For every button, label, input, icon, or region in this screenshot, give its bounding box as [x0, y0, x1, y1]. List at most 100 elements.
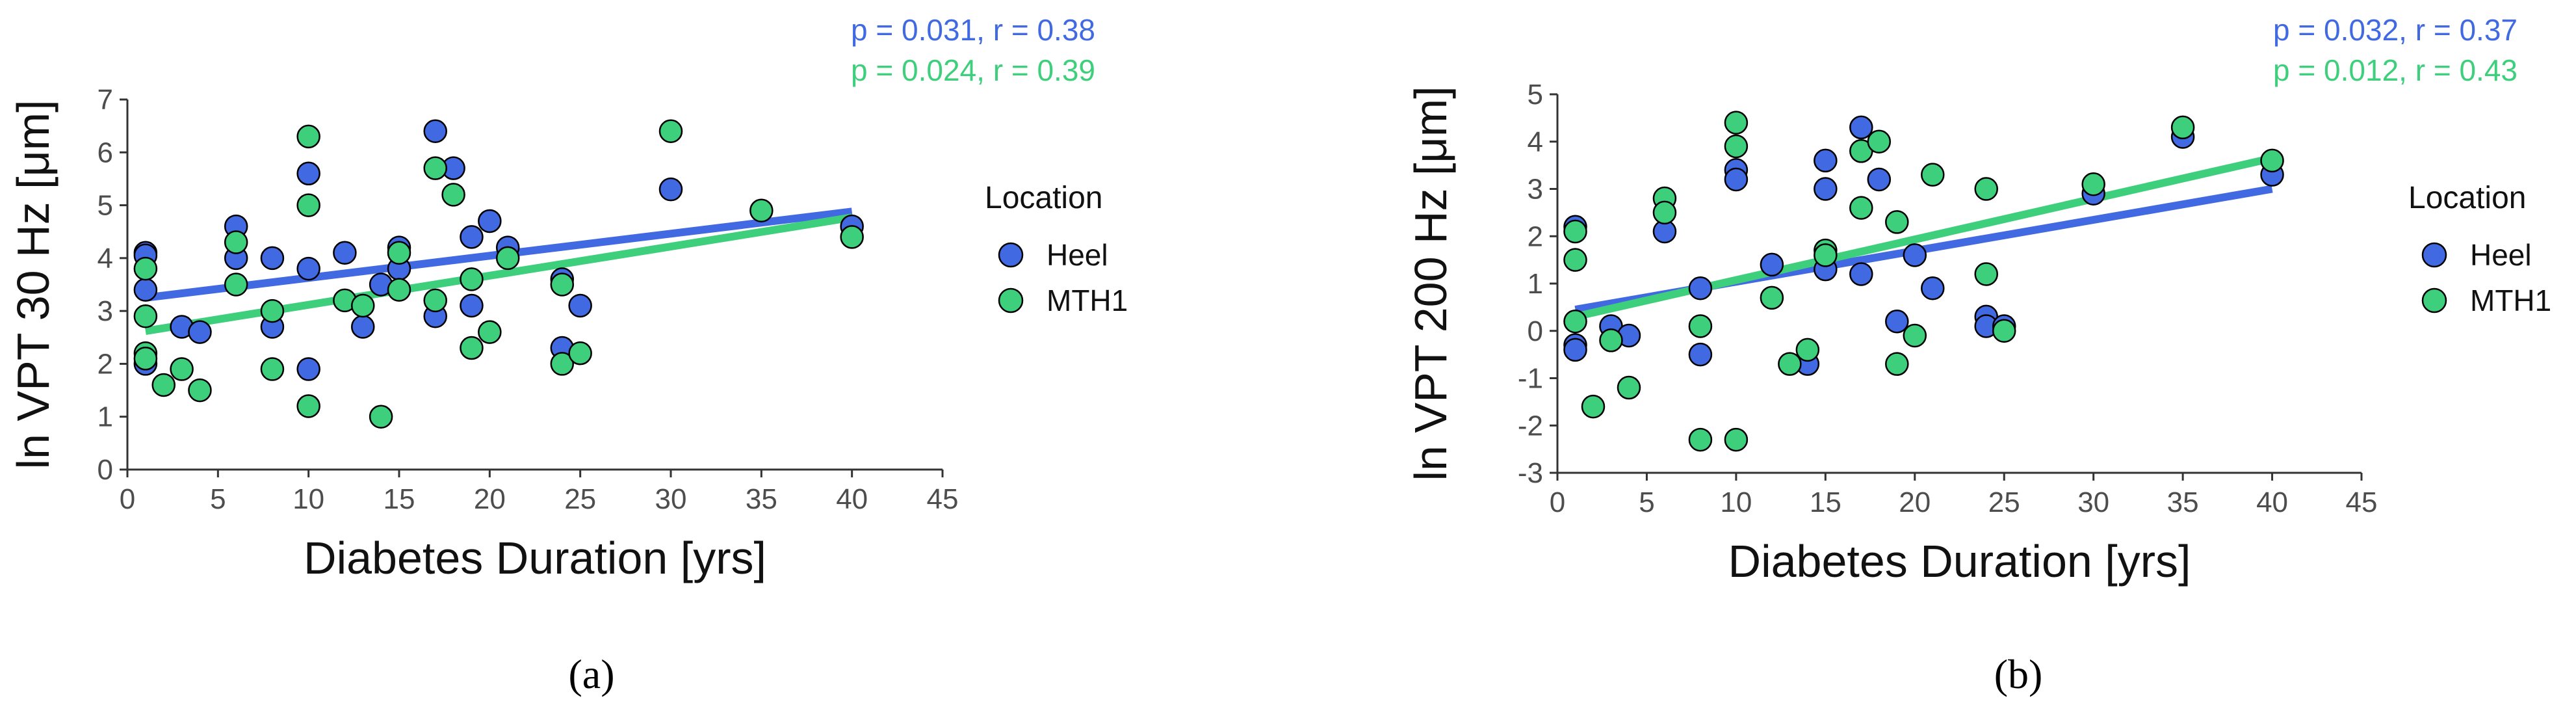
x-tick-label: 20 — [1899, 486, 1931, 518]
data-point-mth1 — [1617, 375, 1641, 400]
chart-panel-a: 0 5 10 15 20 25 30 35 40 45 0 1 2 3 4 5 6 7 Diabetes Durat… — [0, 0, 1287, 718]
stats-annotation-heel: p = 0.032, r = 0.37 — [2273, 13, 2517, 47]
data-point-heel — [296, 357, 320, 381]
data-point-mth1 — [133, 256, 158, 281]
y-tick-label: 2 — [1528, 220, 1543, 252]
data-point-heel — [188, 320, 212, 344]
y-axis-title: ln VPT 30 Hz [μm] — [8, 100, 59, 469]
y-tick-label: -3 — [1518, 457, 1543, 489]
data-point-mth1 — [441, 183, 465, 207]
x-tick-label: 5 — [1639, 486, 1654, 518]
data-point-mth1 — [568, 341, 592, 366]
data-point-mth1 — [1652, 200, 1677, 225]
data-point-mth1 — [224, 273, 248, 297]
data-point-heel — [1814, 148, 1838, 173]
y-tick-label: 4 — [1528, 126, 1543, 158]
data-point-mth1 — [478, 320, 502, 344]
data-point-heel — [1849, 262, 1873, 286]
data-point-heel — [1885, 309, 1909, 334]
x-tick-label: 0 — [120, 483, 135, 515]
panel-label: (b) — [1994, 651, 2043, 697]
data-point-heel — [1688, 276, 1713, 300]
data-point-mth1 — [2260, 148, 2284, 173]
y-axis-title: ln VPT 200 Hz [μm] — [1405, 86, 1456, 481]
data-point-mth1 — [1688, 427, 1713, 452]
x-tick-label: 10 — [1720, 486, 1752, 518]
data-point-mth1 — [658, 119, 683, 144]
y-tick-label: 5 — [98, 190, 113, 222]
data-point-mth1 — [550, 273, 575, 297]
x-tick-label: 25 — [564, 483, 596, 515]
data-point-heel — [1563, 338, 1587, 362]
legend-marker-heel — [2421, 242, 2447, 268]
data-point-mth1 — [1974, 262, 1998, 286]
legend-marker-heel — [998, 242, 1024, 268]
x-axis-title: Diabetes Duration [yrs] — [1728, 536, 2191, 587]
data-point-heel — [1921, 276, 1945, 300]
data-point-heel — [1724, 167, 1749, 192]
x-tick-label: 40 — [2256, 486, 2288, 518]
y-tick-label: 2 — [98, 348, 113, 380]
data-point-heel — [1688, 342, 1713, 367]
legend-label-mth1: MTH1 — [1047, 284, 1128, 317]
y-tick-label: 6 — [98, 137, 113, 168]
data-point-mth1 — [460, 267, 484, 291]
data-point-mth1 — [1849, 196, 1873, 220]
y-tick-label: 3 — [1528, 174, 1543, 206]
data-point-mth1 — [1992, 319, 2016, 343]
stats-annotation-heel: p = 0.031, r = 0.38 — [851, 13, 1095, 47]
x-axis-title: Diabetes Duration [yrs] — [304, 533, 766, 583]
data-point-mth1 — [1599, 328, 1623, 352]
data-point-mth1 — [1724, 427, 1749, 452]
legend-label-heel: Heel — [2470, 238, 2532, 272]
stats-annotation-mth1: p = 0.012, r = 0.43 — [2273, 53, 2517, 87]
data-point-heel — [1867, 167, 1892, 192]
stats-annotation-mth1: p = 0.024, r = 0.39 — [851, 53, 1095, 87]
x-tick-label: 25 — [1988, 486, 2020, 518]
data-point-mth1 — [260, 299, 285, 323]
legend-title: Location — [2408, 181, 2526, 215]
data-point-mth1 — [1974, 177, 1998, 201]
legend-title: Location — [985, 181, 1102, 215]
panel-label: (a) — [568, 651, 614, 697]
x-tick-label: 10 — [293, 483, 324, 515]
data-point-mth1 — [1563, 309, 1587, 334]
data-point-heel — [351, 315, 375, 339]
data-point-heel — [658, 177, 683, 202]
data-point-mth1 — [224, 230, 248, 254]
data-point-mth1 — [387, 241, 411, 265]
data-point-mth1 — [351, 293, 375, 318]
data-point-heel — [1849, 115, 1873, 140]
x-tick-label: 20 — [474, 483, 506, 515]
y-tick-label: 0 — [98, 454, 113, 486]
data-point-mth1 — [1724, 134, 1749, 159]
x-tick-label: 35 — [746, 483, 777, 515]
chart-panel-b: 0 5 10 15 20 25 30 35 40 45 -3 -2 -1 0 1 2 3 4 5 Diabetes D… — [1287, 0, 2574, 718]
legend-marker-mth1 — [998, 287, 1024, 313]
data-point-mth1 — [1814, 243, 1838, 267]
data-point-heel — [460, 293, 484, 318]
data-point-mth1 — [296, 124, 320, 149]
data-point-mth1 — [296, 394, 320, 418]
data-point-mth1 — [1688, 314, 1713, 338]
y-tick-label: 1 — [98, 401, 113, 433]
data-point-mth1 — [1921, 163, 1945, 187]
y-tick-label: -1 — [1518, 363, 1543, 395]
legend-label-heel: Heel — [1047, 238, 1108, 272]
data-point-heel — [333, 241, 357, 265]
data-point-mth1 — [1885, 210, 1909, 234]
data-point-mth1 — [460, 336, 484, 360]
data-point-mth1 — [133, 347, 158, 371]
data-point-mth1 — [495, 246, 520, 271]
x-tick-label: 45 — [2346, 486, 2378, 518]
y-tick-label: 0 — [1528, 315, 1543, 347]
data-point-mth1 — [840, 225, 864, 249]
data-point-mth1 — [1581, 394, 1606, 419]
data-point-mth1 — [1885, 352, 1909, 376]
fit-line-mth1 — [144, 213, 853, 335]
data-point-heel — [296, 161, 320, 186]
y-tick-label: -2 — [1518, 410, 1543, 442]
x-tick-label: 40 — [836, 483, 868, 515]
